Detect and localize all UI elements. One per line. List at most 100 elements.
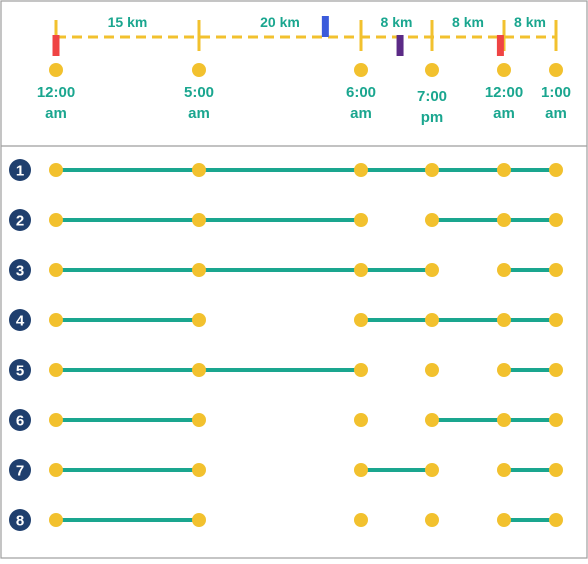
- schedule-row: 5: [9, 359, 563, 381]
- row-stop-node: [49, 263, 63, 277]
- stop-time-label: 6:00: [346, 84, 376, 101]
- row-stop-node: [354, 313, 368, 327]
- distance-label: 8 km: [514, 14, 546, 30]
- schedule-row: 4: [9, 309, 563, 331]
- row-stop-node: [497, 313, 511, 327]
- stop-time-label: 12:00: [485, 84, 523, 101]
- stop-period-label: am: [350, 105, 372, 122]
- stop-time-label: 12:00: [37, 84, 75, 101]
- row-stop-node: [192, 513, 206, 527]
- schedule-row: 8: [9, 509, 563, 531]
- row-number-badge: [9, 259, 31, 281]
- timeline-stop-node: [549, 63, 563, 77]
- timeline-stop-node: [497, 63, 511, 77]
- row-number-badge: [9, 159, 31, 181]
- row-stop-node: [549, 313, 563, 327]
- row-stop-node: [192, 413, 206, 427]
- position-marker: [396, 35, 404, 56]
- stop-period-label: am: [493, 105, 515, 122]
- row-stop-node: [354, 213, 368, 227]
- schedule-row: 2: [9, 209, 563, 231]
- row-number-label: 2: [16, 213, 24, 230]
- distance-label: 8 km: [452, 14, 484, 30]
- row-stop-node: [549, 513, 563, 527]
- row-stop-node: [425, 513, 439, 527]
- row-stop-node: [49, 163, 63, 177]
- row-stop-node: [49, 413, 63, 427]
- timeline-stop-node: [354, 63, 368, 77]
- row-stop-node: [549, 213, 563, 227]
- row-stop-node: [192, 263, 206, 277]
- row-stop-node: [192, 363, 206, 377]
- row-stop-node: [354, 463, 368, 477]
- position-marker: [321, 16, 329, 37]
- row-number-badge: [9, 409, 31, 431]
- row-stop-node: [425, 163, 439, 177]
- row-stop-node: [192, 163, 206, 177]
- row-stop-node: [425, 313, 439, 327]
- row-stop-node: [425, 363, 439, 377]
- stop-period-label: am: [188, 105, 210, 122]
- row-stop-node: [497, 363, 511, 377]
- row-number-label: 8: [16, 513, 24, 530]
- row-stop-node: [49, 213, 63, 227]
- row-stop-node: [49, 463, 63, 477]
- timeline-stop-node: [49, 63, 63, 77]
- schedule-rows: 1 2 3 4 5 6 7 8: [9, 159, 563, 531]
- row-number-badge: [9, 309, 31, 331]
- row-stop-node: [49, 313, 63, 327]
- timeline-stop-node: [192, 63, 206, 77]
- row-number-label: 7: [16, 463, 24, 480]
- row-stop-node: [425, 263, 439, 277]
- row-stop-node: [497, 413, 511, 427]
- row-stop-node: [549, 163, 563, 177]
- row-number-badge: [9, 459, 31, 481]
- row-stop-node: [497, 513, 511, 527]
- stop-period-label: am: [45, 105, 67, 122]
- row-stop-node: [49, 363, 63, 377]
- stop-time-label: 1:00: [541, 84, 571, 101]
- schedule-row: 7: [9, 459, 563, 481]
- row-stop-node: [49, 513, 63, 527]
- row-number-badge: [9, 359, 31, 381]
- row-number-badge: [9, 509, 31, 531]
- row-stop-node: [497, 163, 511, 177]
- row-stop-node: [354, 513, 368, 527]
- position-marker: [496, 35, 504, 56]
- row-stop-node: [549, 463, 563, 477]
- row-stop-node: [549, 413, 563, 427]
- position-marker: [52, 35, 60, 56]
- row-stop-node: [497, 213, 511, 227]
- distance-label: 8 km: [381, 14, 413, 30]
- timeline-header: 15 km 20 km 8 km 8 km 8 km 12:00 am 5:00 am 6:00 a…: [37, 14, 571, 126]
- schedule-row: 6: [9, 409, 563, 431]
- timeline-stop-node: [425, 63, 439, 77]
- row-stop-node: [549, 363, 563, 377]
- schedule-row: 3: [9, 259, 563, 281]
- row-number-label: 3: [16, 263, 24, 280]
- row-stop-node: [497, 463, 511, 477]
- row-stop-node: [549, 263, 563, 277]
- row-stop-node: [192, 463, 206, 477]
- row-number-label: 1: [16, 163, 24, 180]
- row-stop-node: [192, 213, 206, 227]
- distance-label: 15 km: [108, 14, 148, 30]
- row-stop-node: [354, 263, 368, 277]
- stop-period-label: am: [545, 105, 567, 122]
- row-stop-node: [192, 313, 206, 327]
- stop-time-label: 7:00: [417, 88, 447, 105]
- distance-label: 20 km: [260, 14, 300, 30]
- stop-period-label: pm: [421, 109, 444, 126]
- schedule-row: 1: [9, 159, 563, 181]
- row-number-badge: [9, 209, 31, 231]
- row-stop-node: [497, 263, 511, 277]
- stop-time-label: 5:00: [184, 84, 214, 101]
- row-number-label: 4: [16, 313, 25, 330]
- row-stop-node: [354, 413, 368, 427]
- row-stop-node: [354, 163, 368, 177]
- row-stop-node: [354, 363, 368, 377]
- row-stop-node: [425, 463, 439, 477]
